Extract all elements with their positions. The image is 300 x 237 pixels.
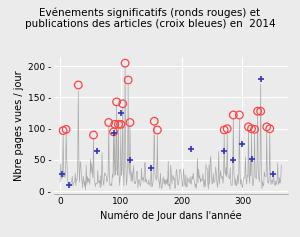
- Point: [270, 173, 275, 176]
- Y-axis label: Nbre pages vues / jour: Nbre pages vues / jour: [14, 70, 24, 181]
- Point: [267, 127, 272, 131]
- Point: [222, 128, 226, 132]
- Point: [128, 121, 132, 124]
- Point: [106, 121, 111, 124]
- Point: [116, 123, 121, 126]
- Point: [120, 102, 125, 106]
- Point: [114, 100, 119, 104]
- Point: [155, 128, 160, 132]
- Point: [255, 109, 260, 113]
- Text: Evénements significatifs (ronds rouges) et
publications des articles (croix bleu: Evénements significatifs (ronds rouges) …: [25, 7, 275, 29]
- Point: [231, 158, 236, 162]
- Point: [67, 183, 72, 187]
- Point: [249, 157, 254, 161]
- Point: [252, 128, 257, 131]
- Point: [258, 77, 263, 81]
- Point: [225, 127, 230, 131]
- Point: [264, 125, 269, 129]
- Point: [240, 142, 245, 146]
- Point: [123, 61, 128, 65]
- Point: [231, 113, 236, 117]
- Point: [64, 128, 69, 131]
- Point: [59, 172, 64, 176]
- Point: [94, 149, 99, 152]
- Point: [237, 113, 242, 117]
- Point: [61, 129, 65, 132]
- Point: [91, 133, 96, 137]
- Point: [152, 119, 157, 123]
- Point: [128, 158, 132, 162]
- Point: [111, 130, 116, 134]
- X-axis label: Numéro de Jour dans l'année: Numéro de Jour dans l'année: [100, 210, 242, 221]
- Point: [258, 109, 263, 113]
- Point: [76, 83, 81, 87]
- Point: [249, 127, 254, 131]
- Point: [111, 131, 116, 135]
- Point: [112, 123, 117, 126]
- Point: [149, 166, 154, 170]
- Point: [246, 125, 251, 129]
- Point: [126, 78, 130, 82]
- Point: [222, 149, 226, 152]
- Point: [118, 123, 123, 126]
- Point: [118, 111, 123, 115]
- Point: [188, 147, 193, 151]
